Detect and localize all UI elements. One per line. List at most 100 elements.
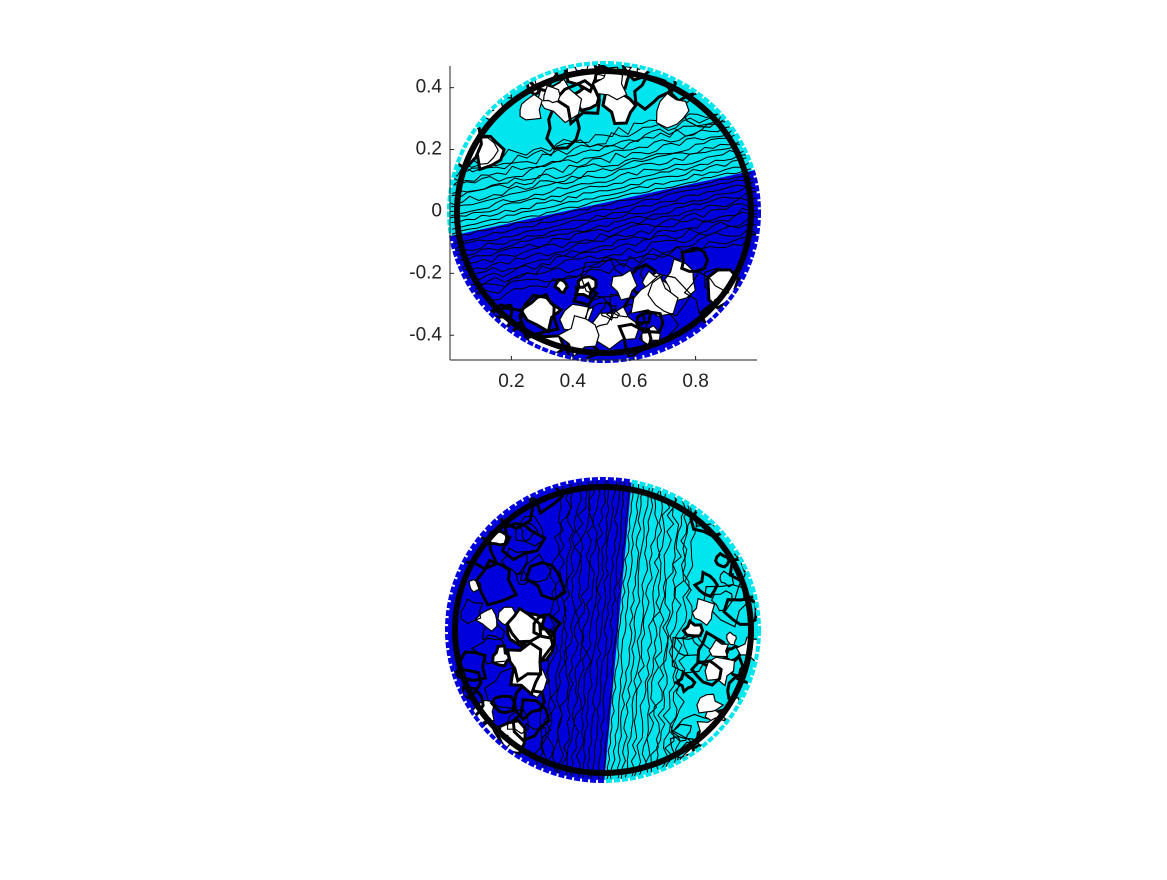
contour-blob — [680, 246, 710, 273]
contour-blob — [552, 277, 569, 295]
contour-line — [450, 123, 758, 211]
contour-blob — [747, 309, 758, 327]
contour-line — [557, 480, 596, 780]
contour-blob — [542, 85, 561, 104]
x-tick-label: 0.2 — [498, 371, 524, 392]
contour-blob — [500, 521, 547, 562]
contour-blob — [460, 598, 484, 625]
contour-blob — [755, 504, 758, 533]
contour-blob — [721, 505, 741, 528]
contour-blob — [500, 547, 528, 576]
contour-blob — [505, 640, 543, 684]
contour-line — [450, 158, 758, 246]
contour-blob — [512, 682, 546, 722]
contour-blob — [450, 71, 476, 104]
contour-line — [450, 143, 758, 230]
contour-line — [592, 480, 631, 780]
contour-blob — [716, 731, 731, 751]
contour-line — [560, 480, 600, 780]
contour-blob — [710, 590, 734, 612]
contour-line — [450, 168, 758, 254]
contour-blob — [518, 293, 560, 337]
y-tick-label: 0 — [431, 200, 442, 221]
contour-line — [621, 480, 660, 780]
contour-line — [450, 203, 758, 293]
contour-line — [450, 184, 758, 275]
contour-blob — [650, 49, 661, 61]
y-tick-label: 0.2 — [416, 139, 442, 160]
contour-blob — [673, 634, 702, 657]
contour-blob — [489, 694, 517, 715]
contour-blob — [457, 81, 495, 116]
contour-blob — [655, 92, 690, 129]
contour-blob — [515, 515, 545, 547]
contour-line — [450, 175, 758, 264]
contour-blob — [605, 308, 621, 319]
contour-line — [450, 117, 758, 206]
contour-blob — [584, 296, 613, 332]
contour-blob — [635, 310, 665, 334]
contour-line — [651, 480, 693, 780]
outer-edge — [445, 477, 655, 783]
contour-blob — [728, 556, 758, 602]
contour-blob — [580, 258, 627, 298]
contour-line — [549, 480, 592, 780]
contour-blob — [610, 269, 638, 301]
contour-blob — [689, 659, 723, 687]
contour-blob — [571, 281, 600, 308]
contour-blob — [696, 693, 725, 714]
contour-line — [565, 480, 607, 780]
contour-blob — [556, 314, 600, 358]
contour-line — [577, 480, 616, 780]
contour-blob — [738, 540, 753, 555]
contour-blob — [511, 698, 551, 743]
contour-line — [450, 135, 758, 218]
contour-line — [624, 480, 666, 780]
contour-blob — [519, 553, 552, 583]
contour-blob — [520, 624, 555, 666]
contour-line — [450, 147, 758, 237]
x-tick-label: 0.6 — [621, 371, 647, 392]
contour-blob — [519, 93, 543, 121]
contour-blob — [671, 635, 714, 674]
contour-line — [450, 128, 758, 215]
contour-blob — [506, 707, 529, 735]
contour-blob — [692, 570, 720, 599]
contour-blob — [514, 570, 529, 586]
contour-line — [600, 480, 640, 780]
x-tick-label: 0.8 — [682, 371, 708, 392]
contour-blob — [647, 274, 692, 317]
contour-blob — [519, 522, 539, 543]
contour-blob — [723, 505, 746, 530]
contour-blob — [474, 558, 519, 607]
contour-blob — [691, 597, 716, 627]
contour-line — [597, 480, 635, 780]
boundary-ring — [452, 484, 655, 776]
contour-blob — [678, 53, 690, 61]
contour-blob — [681, 618, 705, 638]
y-tick-label: 0.4 — [416, 77, 443, 98]
contour-line — [450, 154, 758, 240]
contour-blob — [532, 613, 563, 640]
edge — [445, 477, 655, 783]
contour-blob — [524, 561, 568, 602]
contour-line — [537, 480, 584, 780]
contour-blob — [665, 64, 688, 71]
contour-line — [587, 480, 626, 780]
contour-blob — [645, 18, 683, 58]
contour-line — [450, 180, 758, 269]
contour-line — [450, 197, 758, 282]
contour-blob — [669, 735, 695, 759]
contour-line — [615, 480, 655, 780]
contour-blob — [733, 564, 758, 601]
contour-line — [450, 140, 758, 226]
contour-blob — [713, 551, 731, 569]
contour-blob — [453, 105, 479, 133]
contour-line — [450, 198, 758, 287]
contour-line — [606, 480, 644, 780]
x-tick-label: 0.4 — [560, 371, 587, 392]
contour-blob — [630, 273, 679, 317]
